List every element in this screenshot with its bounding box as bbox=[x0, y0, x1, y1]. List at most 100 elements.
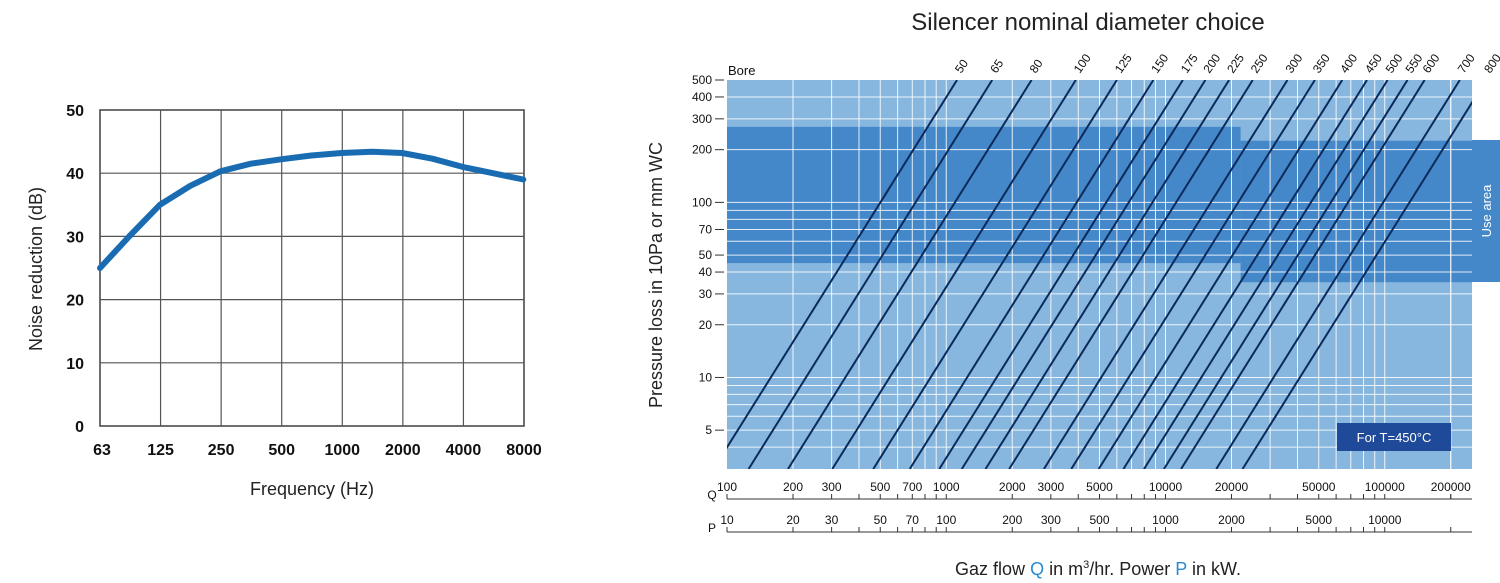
bore-label-50: 50 bbox=[952, 56, 971, 75]
bore-line-800 bbox=[1241, 100, 1472, 469]
left-y-tick-labels: 0 10 20 30 40 50 bbox=[66, 103, 84, 436]
q-tick-label: 500 bbox=[870, 480, 890, 494]
bore-line-200 bbox=[960, 80, 1207, 469]
left-x-tick: 4000 bbox=[446, 442, 482, 459]
series-line-noise-reduction bbox=[97, 148, 527, 271]
left-y-tick: 0 bbox=[75, 419, 84, 436]
q-tick-label: 300 bbox=[822, 480, 842, 494]
right-y-tick: 5 bbox=[705, 423, 712, 437]
q-tick-label: 10000 bbox=[1149, 480, 1183, 494]
p-tick-label: 70 bbox=[906, 513, 920, 527]
silencer-diameter-chart: Silencer nominal diameter choice 50 65 80 1… bbox=[646, 9, 1500, 579]
p-axis-letter: P bbox=[708, 521, 716, 535]
right-y-tick: 70 bbox=[699, 222, 713, 236]
q-tick-label: 50000 bbox=[1302, 480, 1336, 494]
q-tick-label: 5000 bbox=[1086, 480, 1113, 494]
left-x-axis-label: Frequency (Hz) bbox=[250, 479, 374, 499]
p-tick-label: 100 bbox=[936, 513, 956, 527]
bore-line-600 bbox=[1180, 80, 1426, 469]
p-tick-label: 50 bbox=[874, 513, 888, 527]
temperature-badge bbox=[1337, 423, 1451, 451]
left-x-tick: 250 bbox=[208, 442, 235, 459]
bore-label-500: 500 bbox=[1383, 51, 1406, 76]
bore-label-600: 600 bbox=[1420, 51, 1443, 76]
q-tick-label: 1000 bbox=[933, 480, 960, 494]
bore-label-200: 200 bbox=[1200, 51, 1223, 76]
q-tick-label: 700 bbox=[902, 480, 922, 494]
left-y-tick: 30 bbox=[66, 229, 84, 246]
bore-line-125 bbox=[872, 80, 1118, 469]
bore-line-100 bbox=[831, 80, 1077, 469]
p-tick-label: 5000 bbox=[1305, 513, 1332, 527]
left-y-tick: 10 bbox=[66, 356, 84, 373]
q-tick-label: 200 bbox=[783, 480, 803, 494]
p-tick-label: 20 bbox=[786, 513, 800, 527]
left-x-tick: 63 bbox=[93, 442, 111, 459]
q-tick-label: 2000 bbox=[999, 480, 1026, 494]
q-tick-label: 3000 bbox=[1038, 480, 1065, 494]
q-tick-label: 20000 bbox=[1215, 480, 1249, 494]
right-y-tick: 200 bbox=[692, 143, 712, 157]
left-y-axis-label: Noise reduction (dB) bbox=[26, 187, 46, 351]
right-y-tick: 400 bbox=[692, 90, 712, 104]
p-tick-label: 1000 bbox=[1152, 513, 1179, 527]
right-y-tick: 100 bbox=[692, 195, 712, 209]
bore-label-125: 125 bbox=[1112, 51, 1135, 76]
left-x-tick: 500 bbox=[268, 442, 295, 459]
left-y-tick: 40 bbox=[66, 166, 84, 183]
bore-labels: 50 65 80 100 125 150 175 200 225 250 300 350 400 4505… bbox=[952, 51, 1500, 76]
p-axis-ticks: 10 20 30 50 70 100 200 300 500 1000 2000 5000 10000 bbox=[720, 513, 1452, 532]
bore-line-50 bbox=[727, 80, 958, 450]
right-y-tick: 10 bbox=[699, 370, 713, 384]
right-y-tick: 50 bbox=[699, 248, 713, 262]
p-tick-label: 2000 bbox=[1218, 513, 1245, 527]
right-y-tick-labels: 5 10 20 30 40 50 70 100 200 300 400 500 bbox=[692, 73, 724, 437]
left-x-tick: 125 bbox=[147, 442, 174, 459]
q-axis-ticks: 100 200 300 500 700 1000 2000 3000 5000 10000 2000… bbox=[717, 480, 1471, 499]
bore-label-150: 150 bbox=[1148, 51, 1171, 76]
use-area-tab bbox=[1472, 140, 1500, 282]
left-y-tick: 20 bbox=[66, 293, 84, 310]
right-y-axis-label: Pressure loss in 10Pa or mm WC bbox=[646, 142, 666, 408]
bore-label-65: 65 bbox=[987, 56, 1006, 75]
left-y-tick: 50 bbox=[66, 103, 84, 120]
bore-line-65 bbox=[747, 80, 994, 469]
use-area-label: Use area bbox=[1479, 184, 1494, 238]
p-tick-label: 500 bbox=[1089, 513, 1109, 527]
bore-label-450: 450 bbox=[1362, 51, 1385, 76]
bore-label-225: 225 bbox=[1224, 51, 1247, 76]
bore-axis-label: Bore bbox=[728, 63, 755, 78]
left-grid bbox=[100, 110, 524, 426]
bore-line-400 bbox=[1097, 80, 1344, 469]
p-tick-label: 10 bbox=[720, 513, 734, 527]
left-x-tick: 1000 bbox=[324, 442, 360, 459]
bore-line-550 bbox=[1163, 80, 1409, 469]
bore-label-800: 800 bbox=[1481, 51, 1500, 76]
bore-line-450 bbox=[1122, 80, 1368, 469]
bore-label-700: 700 bbox=[1455, 51, 1478, 76]
q-tick-label: 200000 bbox=[1431, 480, 1471, 494]
right-y-tick: 500 bbox=[692, 73, 712, 87]
right-chart-title: Silencer nominal diameter choice bbox=[911, 9, 1265, 36]
right-y-tick: 30 bbox=[699, 287, 713, 301]
bore-label-100: 100 bbox=[1071, 51, 1094, 76]
right-y-tick: 300 bbox=[692, 112, 712, 126]
bore-label-250: 250 bbox=[1248, 51, 1271, 76]
right-y-tick: 40 bbox=[699, 265, 713, 279]
bore-line-500 bbox=[1143, 80, 1389, 469]
bore-line-175 bbox=[938, 80, 1184, 469]
right-y-tick: 20 bbox=[699, 318, 713, 332]
left-x-tick: 8000 bbox=[506, 442, 542, 459]
bore-lines bbox=[727, 80, 1472, 469]
q-tick-label: 100000 bbox=[1365, 480, 1405, 494]
bore-line-350 bbox=[1070, 80, 1316, 469]
q-tick-label: 100 bbox=[717, 480, 737, 494]
p-tick-label: 10000 bbox=[1368, 513, 1402, 527]
p-tick-label: 300 bbox=[1041, 513, 1061, 527]
bore-label-350: 350 bbox=[1310, 51, 1333, 76]
left-x-tick: 2000 bbox=[385, 442, 421, 459]
bore-line-225 bbox=[984, 80, 1230, 469]
bore-label-400: 400 bbox=[1337, 51, 1360, 76]
